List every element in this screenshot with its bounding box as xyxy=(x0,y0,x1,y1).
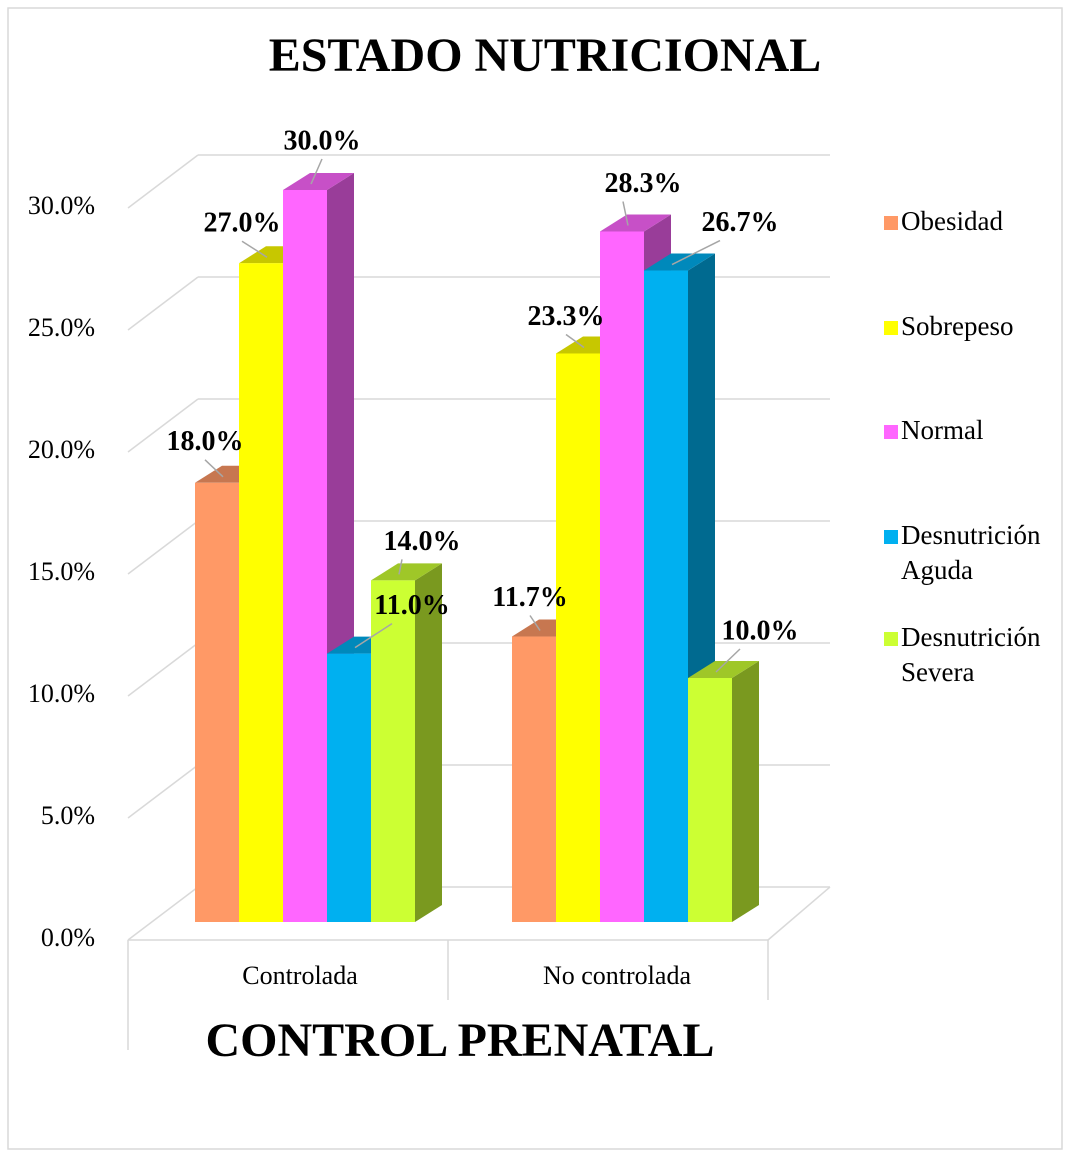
grid-line xyxy=(127,764,199,819)
leader-line xyxy=(354,622,393,649)
y-tick-label: 25.0% xyxy=(28,313,95,342)
leader-line xyxy=(310,158,323,185)
bar-front xyxy=(371,580,415,922)
floor-edge xyxy=(767,886,831,941)
y-tick-label: 20.0% xyxy=(28,435,95,464)
y-tick-label: 15.0% xyxy=(28,557,95,586)
data-label: 11.7% xyxy=(492,582,567,613)
leader-line xyxy=(622,201,629,226)
legend-label: Normal xyxy=(901,415,983,445)
grid-line xyxy=(127,886,199,941)
bar-front xyxy=(283,190,327,922)
data-label: 27.0% xyxy=(204,208,281,239)
leader-line xyxy=(398,559,403,575)
legend-label: Desnutrición Aguda xyxy=(901,520,1047,585)
y-tick-label: 30.0% xyxy=(28,191,95,220)
leader-line xyxy=(715,648,741,673)
legend-swatch xyxy=(884,425,898,439)
leader-line xyxy=(241,240,268,258)
bar-front xyxy=(600,231,644,923)
bar xyxy=(371,563,442,922)
bar-front xyxy=(512,636,556,922)
bar-front xyxy=(688,678,732,922)
bar-front xyxy=(239,263,283,922)
leader-line xyxy=(529,615,541,631)
x-tick-label: No controlada xyxy=(543,961,691,990)
bar-top xyxy=(371,563,442,581)
bar-top xyxy=(600,214,671,232)
x-axis-title: CONTROL PRENATAL xyxy=(206,1014,715,1067)
grid-line xyxy=(127,642,199,697)
legend-swatch xyxy=(884,216,898,230)
bar-top xyxy=(283,173,354,190)
legend-label: Sobrepeso xyxy=(901,311,1013,341)
bar-top xyxy=(644,253,715,271)
leader-line xyxy=(565,333,585,349)
bar-front xyxy=(644,270,688,922)
y-tick-label: 0.0% xyxy=(41,923,95,952)
bar-front xyxy=(195,482,239,922)
grid-line xyxy=(127,154,199,209)
data-label: 30.0% xyxy=(284,125,361,156)
legend-label: Desnutrición Severa xyxy=(901,622,1047,687)
bar xyxy=(283,173,354,922)
bar-side xyxy=(415,563,442,922)
y-tick-label: 5.0% xyxy=(41,801,95,830)
bar xyxy=(688,661,759,922)
data-label: 23.3% xyxy=(528,301,605,332)
bar-side xyxy=(732,661,759,922)
grid-line xyxy=(127,276,199,331)
bar-front xyxy=(556,353,600,923)
leader-line xyxy=(204,459,224,478)
grid-line xyxy=(127,520,199,575)
grid-line xyxy=(127,398,199,453)
data-label: 18.0% xyxy=(167,426,244,457)
legend-label: Obesidad xyxy=(901,206,1003,236)
legend-swatch xyxy=(884,321,898,335)
data-label: 11.0% xyxy=(374,590,449,621)
data-label: 10.0% xyxy=(722,615,799,646)
y-tick-label: 10.0% xyxy=(28,679,95,708)
floor xyxy=(127,886,831,1050)
data-label: 14.0% xyxy=(384,526,461,557)
data-label: 28.3% xyxy=(605,168,682,199)
chart-title: ESTADO NUTRICIONAL xyxy=(269,29,822,82)
bar-top xyxy=(688,661,759,678)
legend-swatch xyxy=(884,530,898,544)
bar-front xyxy=(327,653,371,922)
leader-line xyxy=(671,239,721,266)
chart-border xyxy=(7,7,1063,1150)
x-tick-label: Controlada xyxy=(242,961,358,990)
data-label: 26.7% xyxy=(702,207,779,238)
legend-swatch xyxy=(884,632,898,646)
